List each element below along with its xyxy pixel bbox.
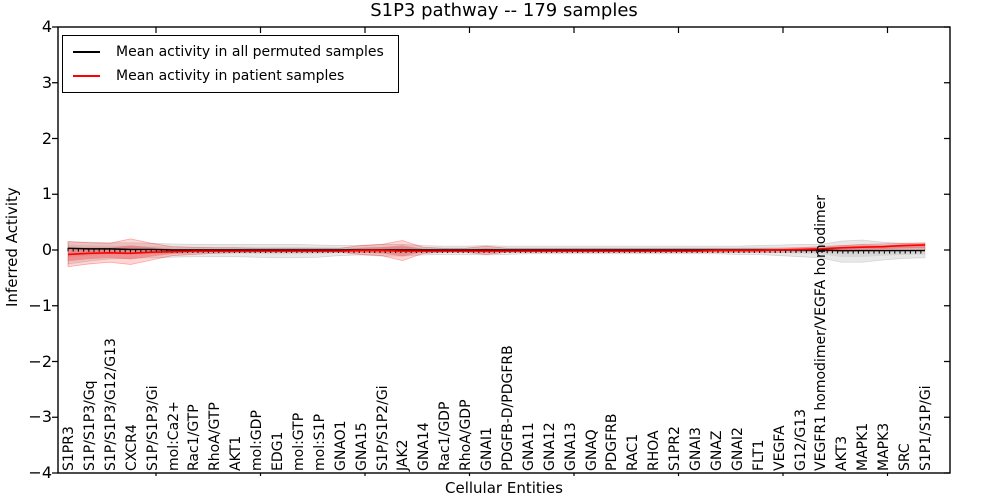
x-tick-label: FLT1 xyxy=(750,439,767,471)
x-axis-title: Cellular Entities xyxy=(445,479,563,497)
y-tick-label: −3 xyxy=(28,407,52,427)
x-tick-label: GNA13 xyxy=(562,422,579,471)
y-tick-label: −2 xyxy=(28,351,52,371)
x-tick-label: JAK2 xyxy=(395,439,412,471)
x-tick-label: RhoA/GTP xyxy=(207,402,224,471)
y-tick-label: 3 xyxy=(41,72,52,92)
x-tick-label: G12/G13 xyxy=(792,408,809,471)
x-tick-label: AKT1 xyxy=(228,435,245,471)
legend-label-patient: Mean activity in patient samples xyxy=(116,68,345,84)
permuted-band-outer xyxy=(67,239,926,265)
x-tick-label: PDGFRB xyxy=(604,413,621,471)
y-tick-label: −4 xyxy=(28,463,52,482)
x-tick-label: S1PR2 xyxy=(667,426,684,471)
x-tick-label: RHOA xyxy=(646,430,663,471)
x-tick-label: EDG1 xyxy=(270,431,287,471)
x-tick-label: S1P/S1P3/Gq xyxy=(81,380,98,471)
legend-line-permuted-icon xyxy=(73,51,100,53)
x-tick-label: MAPK1 xyxy=(855,422,872,471)
x-tick-label: GNA15 xyxy=(353,422,370,471)
x-tick-label: GNA14 xyxy=(416,422,433,471)
chart-title: S1P3 pathway -- 179 samples xyxy=(370,0,638,21)
patient-mean-line xyxy=(67,244,926,256)
x-tick-label: GNAZ xyxy=(708,430,725,472)
x-tick-label: Rac1/GDP xyxy=(437,401,454,471)
legend: Mean activity in all permuted samples Me… xyxy=(62,35,399,93)
x-tick-label: mol:GDP xyxy=(249,410,266,471)
x-tick-label: GNAO1 xyxy=(332,420,349,471)
legend-label-permuted: Mean activity in all permuted samples xyxy=(116,44,384,60)
x-tick-label: GNA11 xyxy=(520,422,537,471)
x-tick-label: SRC xyxy=(897,443,914,471)
x-tick-label: S1P/S1P2/Gi xyxy=(374,385,391,471)
y-tick-label: 0 xyxy=(41,240,52,259)
x-tick-label: S1P/S1P3/G12/G13 xyxy=(102,338,119,471)
x-tick-label: CXCR4 xyxy=(123,424,140,471)
y-tick-label: 1 xyxy=(41,184,52,204)
x-tick-label: PDGFB-D/PDGFRB xyxy=(499,345,516,471)
legend-item-patient: Mean activity in patient samples xyxy=(69,67,384,85)
legend-item-permuted: Mean activity in all permuted samples xyxy=(69,43,384,61)
x-tick-label: GNAQ xyxy=(583,429,600,471)
x-tick-label: GNA12 xyxy=(541,422,558,471)
x-tick-label: GNAI1 xyxy=(479,427,496,471)
x-tick-label: MAPK3 xyxy=(876,422,893,471)
x-tick-label: RAC1 xyxy=(625,433,642,471)
x-tick-label: RhoA/GDP xyxy=(458,399,475,471)
x-tick-label: S1PR3 xyxy=(61,426,77,471)
x-tick-label: mol:S1P xyxy=(311,413,328,471)
x-tick-label: mol:Ca2+ xyxy=(165,401,182,471)
y-tick-label: 2 xyxy=(41,128,52,148)
x-tick-label: S1P1/S1P/Gi xyxy=(918,385,934,471)
legend-line-patient-icon xyxy=(73,75,100,77)
x-tick-label: VEGFR1 homodimer/VEGFA homodimer xyxy=(813,194,830,471)
x-tick-label: Rac1/GTP xyxy=(186,404,203,471)
x-tick-label: VEGFA xyxy=(771,425,788,471)
y-tick-label: 4 xyxy=(41,17,52,36)
x-tick-label: GNAI3 xyxy=(688,427,705,471)
y-tick-label: −1 xyxy=(28,295,52,315)
x-tick-label: GNAI2 xyxy=(729,427,746,471)
x-tick-label: AKT3 xyxy=(834,435,851,471)
x-tick-label: S1P/S1P3/Gi xyxy=(144,385,161,471)
x-tick-label: mol:GTP xyxy=(290,412,307,471)
